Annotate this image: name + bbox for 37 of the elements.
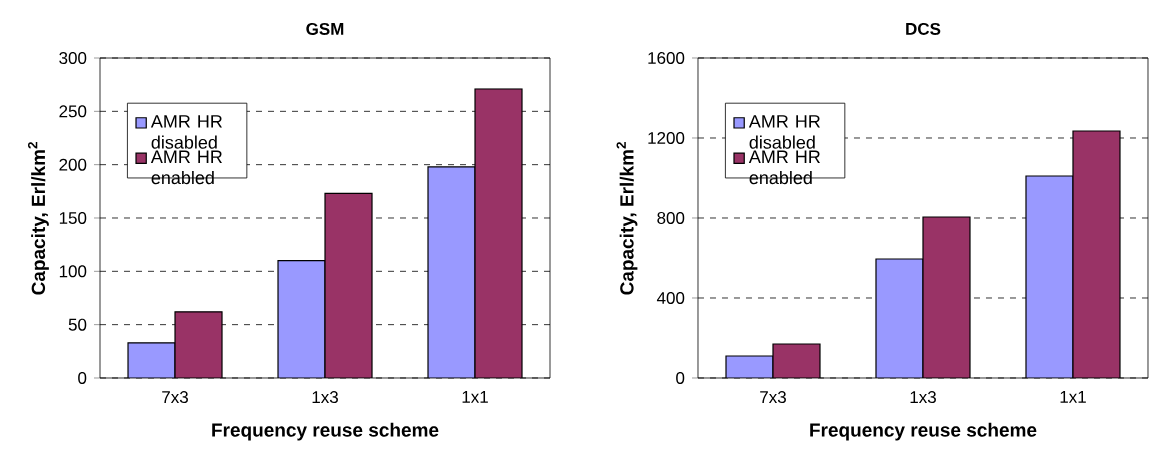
- bar: [324, 192, 373, 378]
- y-tick-label: 800: [657, 211, 685, 224]
- x-tick-label: 1x1: [462, 391, 488, 403]
- y-tick-label: 250: [59, 105, 87, 118]
- bar: [174, 311, 223, 378]
- y-tick-label: 1600: [648, 51, 685, 64]
- y-axis-title: Capacity, Erl/km$^{2}$: [616, 142, 638, 295]
- x-axis-title: Frequency reuse scheme: [212, 422, 439, 441]
- chart-title: GSM: [306, 22, 344, 35]
- y-tick-label: 0: [78, 371, 87, 384]
- y-tick-label: 50: [68, 318, 87, 331]
- bar: [474, 88, 523, 378]
- x-tick-label: 1x3: [910, 391, 936, 404]
- legend-label: AMR HR disabled: [150, 115, 223, 149]
- x-axis-title: Frequency reuse scheme: [810, 422, 1037, 441]
- bar: [922, 216, 971, 378]
- x-tick-label: 7x3: [162, 391, 188, 404]
- y-tick-label: 200: [59, 158, 87, 171]
- bar: [427, 166, 476, 378]
- y-tick-label: 150: [59, 211, 87, 224]
- y-tick-label: 1200: [648, 131, 685, 144]
- x-tick-label: 7x3: [760, 391, 786, 404]
- bar: [772, 343, 821, 378]
- legend-label: AMR HR enabled: [748, 150, 820, 185]
- legend-label: AMR HR disabled: [748, 115, 820, 149]
- bar: [1072, 130, 1121, 378]
- x-tick-label: 1x1: [1060, 391, 1086, 403]
- x-tick-label: 1x3: [312, 391, 338, 404]
- y-axis-title: Capacity, Erl/km$^{2}$: [27, 142, 49, 295]
- legend-label: AMR HR enabled: [150, 150, 223, 185]
- bar: [127, 342, 176, 378]
- bar: [277, 260, 326, 378]
- y-tick-label: 300: [59, 52, 87, 65]
- y-tick-label: 100: [59, 265, 87, 278]
- chart-title: DCS: [906, 22, 941, 35]
- y-tick-label: 400: [656, 291, 685, 304]
- y-tick-label: 0: [676, 371, 685, 384]
